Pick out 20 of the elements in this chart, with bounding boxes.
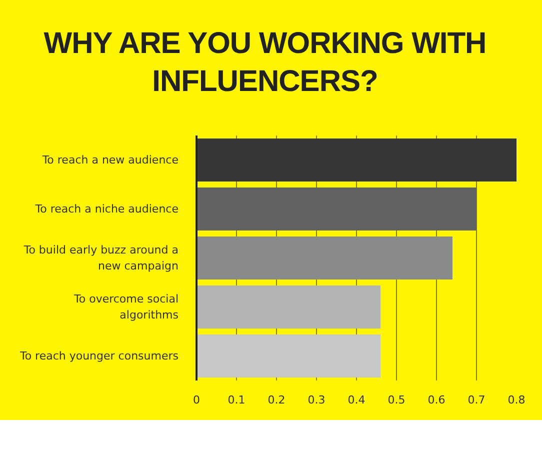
bar bbox=[196, 285, 380, 329]
x-tick-label: 0.6 bbox=[428, 394, 446, 406]
x-tick-label: 0.1 bbox=[228, 394, 246, 406]
y-tick-label: To reach younger consumers bbox=[18, 350, 179, 362]
x-tick-label: 0.8 bbox=[508, 394, 526, 406]
y-tick-label: To overcome social algorithms bbox=[73, 292, 179, 322]
y-tick-label: To reach a niche audience bbox=[34, 202, 179, 216]
x-tick-label: 0.3 bbox=[308, 394, 326, 406]
x-tick-label: 0.2 bbox=[268, 394, 286, 406]
x-tick-label: 0 bbox=[193, 394, 200, 406]
y-tick-label: To build early buzz around a new campaign bbox=[22, 244, 179, 272]
y-tick-label: To reach a new audience bbox=[41, 154, 179, 166]
x-tick-label: 0.7 bbox=[468, 394, 486, 406]
bar bbox=[196, 187, 476, 231]
bar bbox=[196, 334, 380, 378]
bar bbox=[196, 236, 452, 280]
bar bbox=[196, 138, 516, 182]
chart-title: WHY ARE YOU WORKING WITH INFLUENCERS? bbox=[42, 26, 488, 100]
x-tick-label: 0.4 bbox=[348, 394, 366, 406]
x-tick-label: 0.5 bbox=[388, 394, 406, 406]
